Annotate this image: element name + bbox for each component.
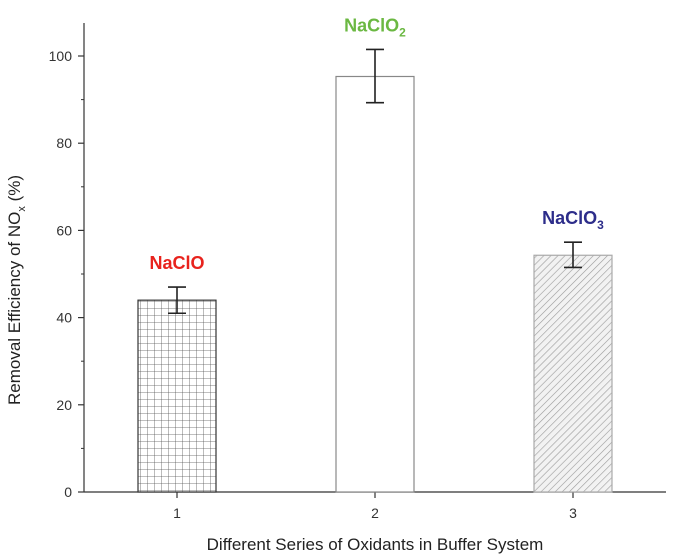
bar: [335, 75, 415, 493]
error-bars: [168, 48, 582, 315]
y-tick-label: 100: [49, 48, 73, 64]
y-tick-label: 0: [64, 484, 72, 500]
bar-label-text: NaClO: [542, 208, 597, 228]
y-axis-title-main: Removal Efficiency of NO: [5, 212, 24, 405]
bar: [137, 299, 217, 493]
y-tick-label: 80: [56, 135, 72, 151]
y-tick-label: 60: [56, 222, 72, 238]
bar-label-subscript: 2: [399, 25, 406, 39]
bar-label: NaClO3: [542, 208, 604, 232]
y-axis-title: Removal Efficiency of NOx (%): [5, 175, 28, 405]
x-tick-label: 1: [173, 505, 181, 521]
y-ticks: 0 20 40 60 80 100: [49, 48, 84, 500]
bar-label-subscript: 3: [597, 218, 604, 232]
y-axis-title-sub: x: [16, 206, 28, 212]
x-axis-title: Different Series of Oxidants in Buffer S…: [207, 535, 544, 554]
y-tick-label: 20: [56, 397, 72, 413]
bar-label-text: NaClO: [149, 253, 204, 273]
bar-label: NaClO: [149, 253, 204, 273]
y-tick-label: 40: [56, 310, 72, 326]
bar: [533, 254, 613, 493]
x-ticks: 1 2 3: [173, 492, 577, 521]
bars: [137, 75, 613, 493]
bar-label-text: NaClO: [344, 15, 399, 35]
bar-label: NaClO2: [344, 15, 406, 39]
x-tick-label: 2: [371, 505, 379, 521]
x-tick-label: 3: [569, 505, 577, 521]
y-axis-title-suffix: (%): [5, 175, 24, 206]
